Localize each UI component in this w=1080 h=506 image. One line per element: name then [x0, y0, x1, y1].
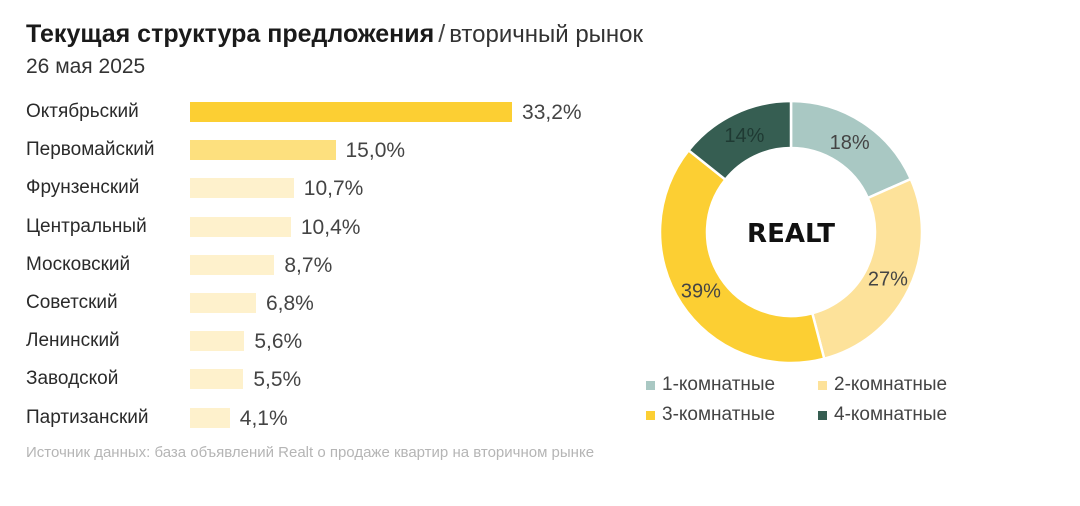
legend-item: 2-комнатные	[818, 374, 947, 396]
bar-row: Фрунзенский 10,7%	[0, 177, 640, 215]
donut-slice-label: 27%	[868, 269, 908, 291]
chart-date: 26 мая 2025	[26, 55, 146, 78]
donut-slice-label: 39%	[681, 281, 721, 303]
bar-value-label: 33,2%	[522, 101, 582, 124]
bar-category-label: Заводской	[26, 368, 119, 390]
bar-row: Центральный 10,4%	[0, 216, 640, 254]
bar-value-label: 5,5%	[253, 368, 302, 392]
bar-category-label: Первомайский	[26, 139, 155, 161]
legend-swatch	[646, 410, 655, 420]
bar	[190, 140, 336, 161]
bar-row: Первомайский 15,0%	[0, 139, 640, 177]
bar-value-label: 15,0%	[345, 139, 406, 163]
bar	[190, 254, 275, 275]
legend-item: 4-комнатные	[818, 404, 947, 426]
chart-title: Текущая структура предложения / вторичный …	[26, 20, 643, 49]
bar-value-label: 10,4%	[300, 215, 361, 239]
bar-row: Партизанский 4,1%	[0, 407, 640, 445]
room-type-donut-chart: 18% 27% 39% 14% REALT	[658, 99, 924, 365]
bar-value-label: 5,6%	[254, 330, 303, 354]
bar-value-label: 4,1%	[239, 406, 288, 430]
legend-swatch	[818, 410, 827, 420]
legend-label: 3-комнатные	[662, 404, 776, 425]
bar	[190, 407, 230, 428]
bar	[190, 178, 294, 199]
bar-row: Заводской 5,5%	[0, 368, 640, 406]
bar-category-label: Партизанский	[26, 406, 149, 428]
donut-slice-label: 14%	[724, 125, 764, 147]
bar	[190, 102, 513, 122]
chart-title-main: Текущая структура предложения	[26, 20, 435, 48]
bar	[190, 293, 256, 313]
legend-label: 1-комнатные	[662, 374, 776, 395]
donut-slice	[658, 148, 826, 365]
bar-value-label: 8,7%	[284, 253, 333, 277]
source-note: Источник данных: база объявлений Realt о…	[26, 444, 595, 461]
legend-item: 3-комнатные	[646, 404, 775, 426]
bar-row: Советский 6,8%	[0, 292, 640, 330]
chart-subtitle: вторичный рынок	[449, 21, 644, 48]
bar-category-label: Советский	[26, 292, 118, 313]
realt-logo: REALT	[747, 219, 835, 249]
legend-item: 1-комнатные	[646, 374, 775, 396]
bar-value-label: 10,7%	[303, 177, 364, 201]
title-separator: /	[438, 20, 446, 48]
legend-swatch	[646, 380, 655, 390]
bar-row: Октябрьский 33,2%	[0, 101, 640, 139]
bar	[190, 369, 244, 390]
bar-category-label: Центральный	[26, 215, 147, 237]
bar-row: Московский 8,7%	[0, 254, 640, 292]
bar-category-label: Московский	[26, 253, 131, 275]
bar-row: Ленинский 5,6%	[0, 330, 640, 368]
bar-value-label: 6,8%	[265, 292, 314, 315]
bar-category-label: Фрунзенский	[26, 177, 140, 199]
bar-category-label: Ленинский	[26, 330, 120, 352]
legend-swatch	[818, 380, 827, 390]
donut-slice	[686, 99, 793, 182]
legend-label: 2-комнатные	[834, 374, 948, 395]
legend-label: 4-комнатные	[834, 404, 948, 425]
donut-slice-label: 18%	[830, 132, 870, 154]
bar	[190, 216, 291, 237]
bar-category-label: Октябрьский	[26, 101, 139, 122]
bar	[190, 331, 245, 352]
